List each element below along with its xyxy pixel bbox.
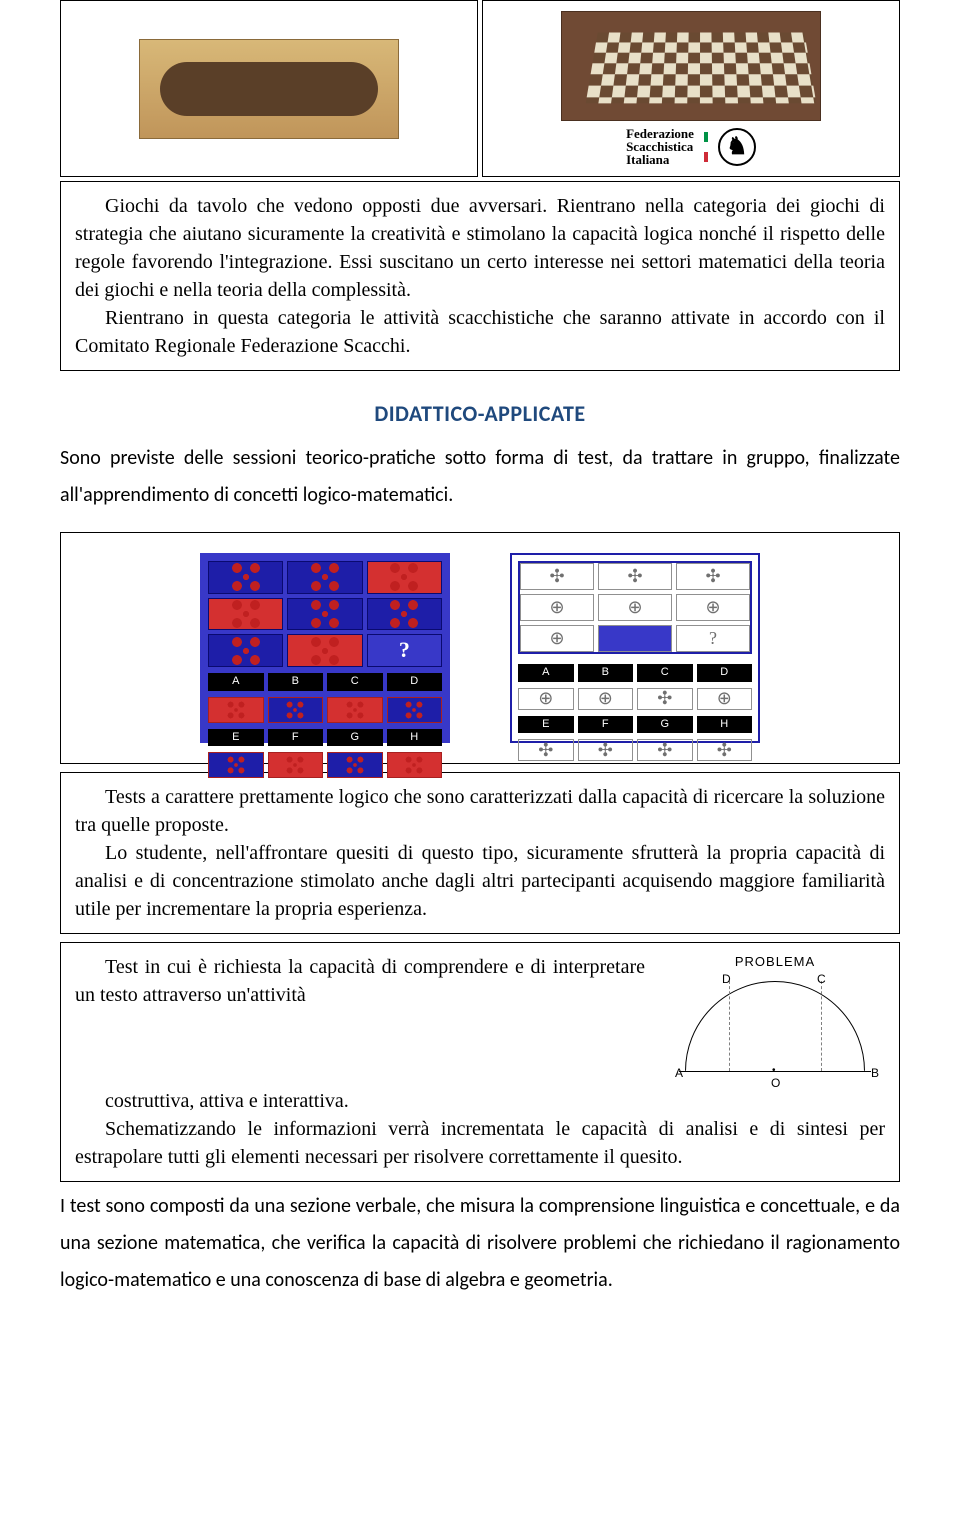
- chess-cell: Federazione Scacchistica Italiana ♞: [482, 0, 900, 177]
- box-test-interpretare: Test in cui è richiesta la capacità di c…: [60, 942, 900, 1182]
- box3-para3: Schematizzando le informazioni verrà inc…: [75, 1115, 885, 1171]
- italian-flag-icon: [704, 132, 708, 162]
- top-image-row: Federazione Scacchistica Italiana ♞: [60, 0, 900, 177]
- chess-illustration: [561, 11, 821, 121]
- box2-para1: Tests a carattere prettamente logico che…: [75, 783, 885, 839]
- box-giochi: Giochi da tavolo che vedono opposti due …: [60, 181, 900, 371]
- box3-para2: costruttiva, attiva e interattiva.: [75, 1087, 885, 1115]
- puzzle-images-box: ? ABCD EFGH ✣✣✣ ⊕⊕⊕ ⊕? ABCD: [60, 532, 900, 764]
- geometry-figure: PROBLEMA A B D C O •: [665, 953, 885, 1083]
- box3-left: Test in cui è richiesta la capacità di c…: [75, 953, 645, 1009]
- fsi-logo-text: Federazione Scacchistica Italiana: [626, 127, 694, 166]
- section-title: DIDATTICO-APPLICATE: [60, 399, 900, 430]
- fide-logo-icon: ♞: [718, 128, 756, 166]
- puzzle-right: ✣✣✣ ⊕⊕⊕ ⊕? ABCD ⊕⊕✣⊕ EFGH ✣✣✣✣: [510, 553, 760, 743]
- mancala-illustration: [139, 39, 399, 139]
- closing-paragraph: I test sono composti da una sezione verb…: [60, 1188, 900, 1299]
- box-tests-logico: Tests a carattere prettamente logico che…: [60, 772, 900, 934]
- chess-logos: Federazione Scacchistica Italiana ♞: [626, 127, 756, 166]
- box1-para1: Giochi da tavolo che vedono opposti due …: [75, 192, 885, 304]
- puzzle-left: ? ABCD EFGH: [200, 553, 450, 743]
- intro-paragraph: Sono previste delle sessioni teorico-pra…: [60, 440, 900, 514]
- box2-para2: Lo studente, nell'affrontare quesiti di …: [75, 839, 885, 923]
- mancala-cell: [60, 0, 478, 177]
- box1-para2: Rientrano in questa categoria le attivit…: [75, 304, 885, 360]
